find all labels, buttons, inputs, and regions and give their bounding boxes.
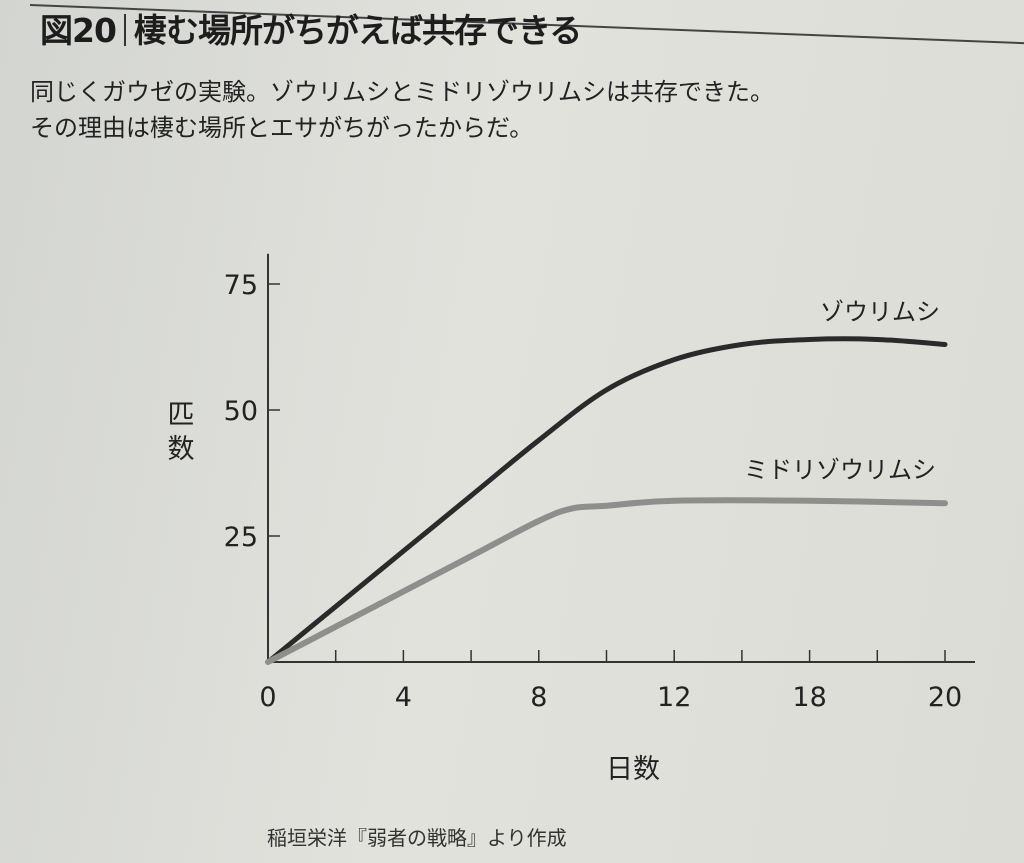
x-tick-label: 18 [792, 682, 826, 713]
x-tick-label: 4 [395, 682, 412, 713]
y-tick-label: 75 [224, 270, 258, 301]
y-axis-title-char: 数 [168, 434, 195, 465]
y-tick-label: 50 [224, 396, 258, 427]
x-tick-label: 8 [530, 682, 547, 713]
y-axis-title: 匹数 [168, 400, 195, 465]
figure-caption: 稲垣栄洋『弱者の戦略』より作成 [267, 826, 567, 850]
figure-title: 図20 棲む場所がちがえば共存できる [40, 4, 582, 52]
y-tick-label: 25 [224, 522, 258, 553]
axes [267, 253, 975, 663]
y-axis-title-char: 匹 [168, 400, 195, 431]
x-tick-label: 20 [928, 682, 962, 713]
description-line-1: 同じくガウゼの実験。ゾウリムシとミドリゾウリムシは共存できた。 [30, 78, 774, 106]
title-separator [123, 14, 126, 46]
series-label: ミドリゾウリムシ [744, 456, 936, 484]
series-line-zourimushi [265, 336, 948, 665]
figure-number: 図20 [40, 11, 117, 50]
series-label: ゾウリムシ [820, 298, 940, 326]
figure-description: 同じくガウゼの実験。ゾウリムシとミドリゾウリムシは共存できた。 その理由は棲む場… [30, 74, 774, 146]
x-tick-label: 12 [657, 682, 691, 713]
x-axis-title: 日数 [606, 754, 660, 785]
series-lines [265, 336, 948, 665]
series-line-midori-zourimushi [265, 497, 948, 665]
figure-title-text: 棲む場所がちがえば共存できる [133, 11, 582, 50]
x-tick-label: 0 [259, 682, 276, 713]
description-line-2: その理由は棲む場所とエサがちがったからだ。 [30, 114, 534, 142]
